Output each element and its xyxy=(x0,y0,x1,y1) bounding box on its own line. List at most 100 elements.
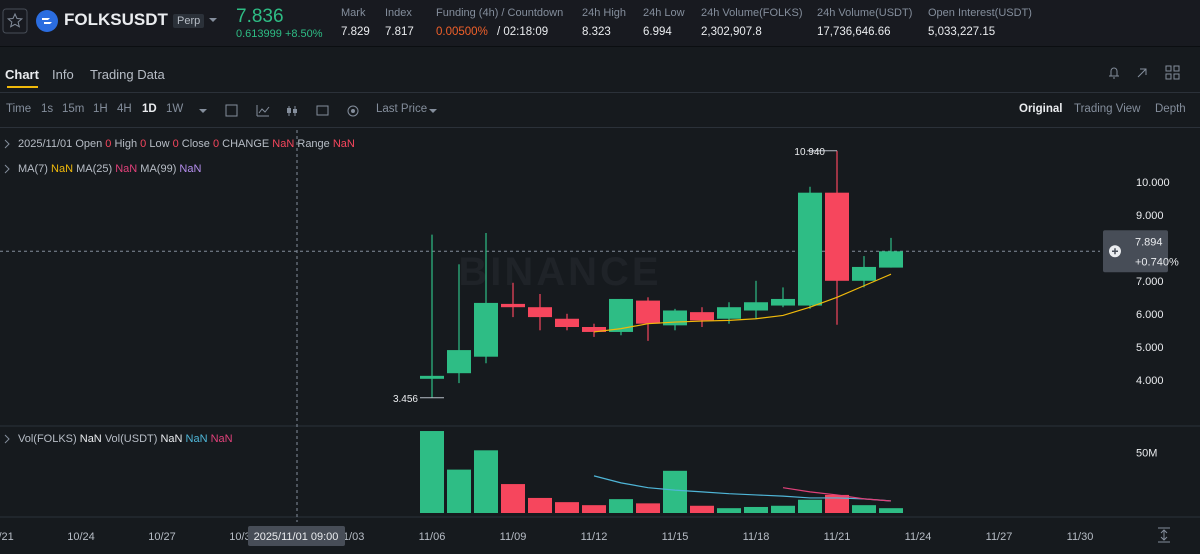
y-tick-label: 9.000 xyxy=(1136,210,1164,222)
favorite-star[interactable] xyxy=(2,8,28,34)
y-tick-label: 4.000 xyxy=(1136,375,1164,387)
x-tick-label: 11/27 xyxy=(986,531,1013,543)
volume-bar xyxy=(663,470,687,513)
volume-bar xyxy=(555,502,579,513)
stat-label: 24h High xyxy=(582,7,627,19)
volume-bar xyxy=(717,508,741,513)
view-option[interactable]: Trading View xyxy=(1074,103,1141,115)
legend-value: NaN xyxy=(80,433,102,445)
legend-label: High xyxy=(114,138,137,150)
candle-body xyxy=(771,298,795,306)
low-marker-label: 3.456 xyxy=(393,394,418,405)
stat-value: 8.323 xyxy=(582,26,611,38)
x-tick-label: 10/21 xyxy=(0,531,14,543)
legend-value: 0 xyxy=(140,138,146,150)
stat-label: Open Interest(USDT) xyxy=(928,7,1032,19)
y-tick-label: 5.000 xyxy=(1136,342,1164,354)
toolbar-icons[interactable] xyxy=(196,104,456,118)
candle-body xyxy=(636,300,660,324)
legend-value: NaN xyxy=(115,163,137,175)
tab[interactable]: Chart xyxy=(5,67,39,82)
top-icons[interactable] xyxy=(1104,62,1194,82)
price-tag xyxy=(1103,230,1168,273)
interval[interactable]: 4H xyxy=(117,103,132,115)
legend-value: NaN xyxy=(186,433,208,445)
volume-bar xyxy=(501,484,525,513)
symbol-caret[interactable] xyxy=(208,15,218,25)
legend-value: NaN xyxy=(211,433,233,445)
candle-body xyxy=(528,307,552,318)
candle-body xyxy=(420,375,444,379)
interval[interactable]: 1W xyxy=(166,103,184,115)
legend-label: MA(99) xyxy=(140,163,176,175)
legend-label: Range xyxy=(297,138,329,150)
candle-body xyxy=(474,302,498,357)
y-tick-label: 50M xyxy=(1136,448,1157,460)
change-abs: 0.613999 xyxy=(236,28,282,40)
legend-value: NaN xyxy=(333,138,355,150)
interval[interactable]: 1H xyxy=(93,103,108,115)
legend-label: MA(7) xyxy=(18,163,48,175)
volume-bar xyxy=(582,505,606,513)
y-tick-label: 10.000 xyxy=(1136,177,1170,189)
legend: Vol(FOLKS) NaN Vol(USDT) NaN NaN NaN xyxy=(18,433,233,445)
candle-body xyxy=(609,298,633,332)
legend-label: Vol(FOLKS) xyxy=(18,433,77,445)
candle-body xyxy=(825,192,849,281)
crosshair-label-bg xyxy=(248,526,345,546)
volume-bar xyxy=(636,503,660,513)
crosshair-label: 2025/11/01 09:00 xyxy=(254,531,339,543)
tab[interactable]: Info xyxy=(52,67,74,82)
stat-label: 24h Low xyxy=(643,7,685,19)
interval[interactable]: 15m xyxy=(62,103,85,115)
view-option[interactable]: Original xyxy=(1019,103,1063,115)
x-tick-label: 11/18 xyxy=(743,531,770,543)
view-option[interactable]: Depth xyxy=(1155,103,1186,115)
x-tick-label: 11/06 xyxy=(419,531,446,543)
tab[interactable]: Trading Data xyxy=(90,67,165,82)
legend-label: Vol(USDT) xyxy=(105,433,158,445)
stat-value: 6.994 xyxy=(643,26,672,38)
legend: MA(7) NaN MA(25) NaN MA(99) NaN xyxy=(18,163,201,175)
candle-body xyxy=(744,302,768,311)
y-tick-label: 7.000 xyxy=(1136,276,1164,288)
candle-body xyxy=(798,192,822,306)
x-tick-label: 11/15 xyxy=(662,531,689,543)
change-pct: +8.50% xyxy=(284,28,323,40)
interval[interactable]: 1s xyxy=(41,103,54,115)
price-change: 0.613999 +8.50% xyxy=(236,28,323,40)
legend-value: 0 xyxy=(105,138,111,150)
stat-value: 0.00500% xyxy=(436,26,488,38)
price-type[interactable]: Last Price xyxy=(376,103,428,115)
candle-body xyxy=(501,303,525,308)
divider xyxy=(0,127,1200,128)
legend-label: Low xyxy=(149,138,169,150)
candle-body xyxy=(690,312,714,321)
symbol[interactable]: FOLKSUSDT xyxy=(64,10,168,29)
stat-value: 17,736,646.66 xyxy=(817,26,891,38)
x-tick-label: 10/27 xyxy=(148,531,176,543)
x-tick-label: 11/09 xyxy=(500,531,527,543)
stat-value: 7.829 xyxy=(341,26,370,38)
interval: Time xyxy=(6,103,32,115)
volume-bar xyxy=(852,505,876,513)
legend-value: NaN xyxy=(272,138,294,150)
ma-line xyxy=(593,273,892,333)
candle-body xyxy=(852,266,876,281)
volume-bar xyxy=(474,450,498,513)
high-marker-label: 10.940 xyxy=(794,147,825,158)
y-tick-label: 6.000 xyxy=(1136,309,1164,321)
volume-bar xyxy=(744,506,768,513)
stat-extra: / 02:18:09 xyxy=(497,26,549,38)
stat-value: 5,033,227.15 xyxy=(928,26,996,38)
legend-value: 0 xyxy=(173,138,179,150)
stat-value: 2,302,907.8 xyxy=(701,26,762,38)
interval[interactable]: 1D xyxy=(142,103,157,115)
legend-value: NaN xyxy=(179,163,201,175)
price-tag-price: 7.894 xyxy=(1135,236,1163,248)
volume-bar xyxy=(798,499,822,513)
stat-label: 24h Volume(FOLKS) xyxy=(701,7,803,19)
price-tag-change: +0.740% xyxy=(1135,256,1179,268)
volume-bar xyxy=(420,431,444,513)
